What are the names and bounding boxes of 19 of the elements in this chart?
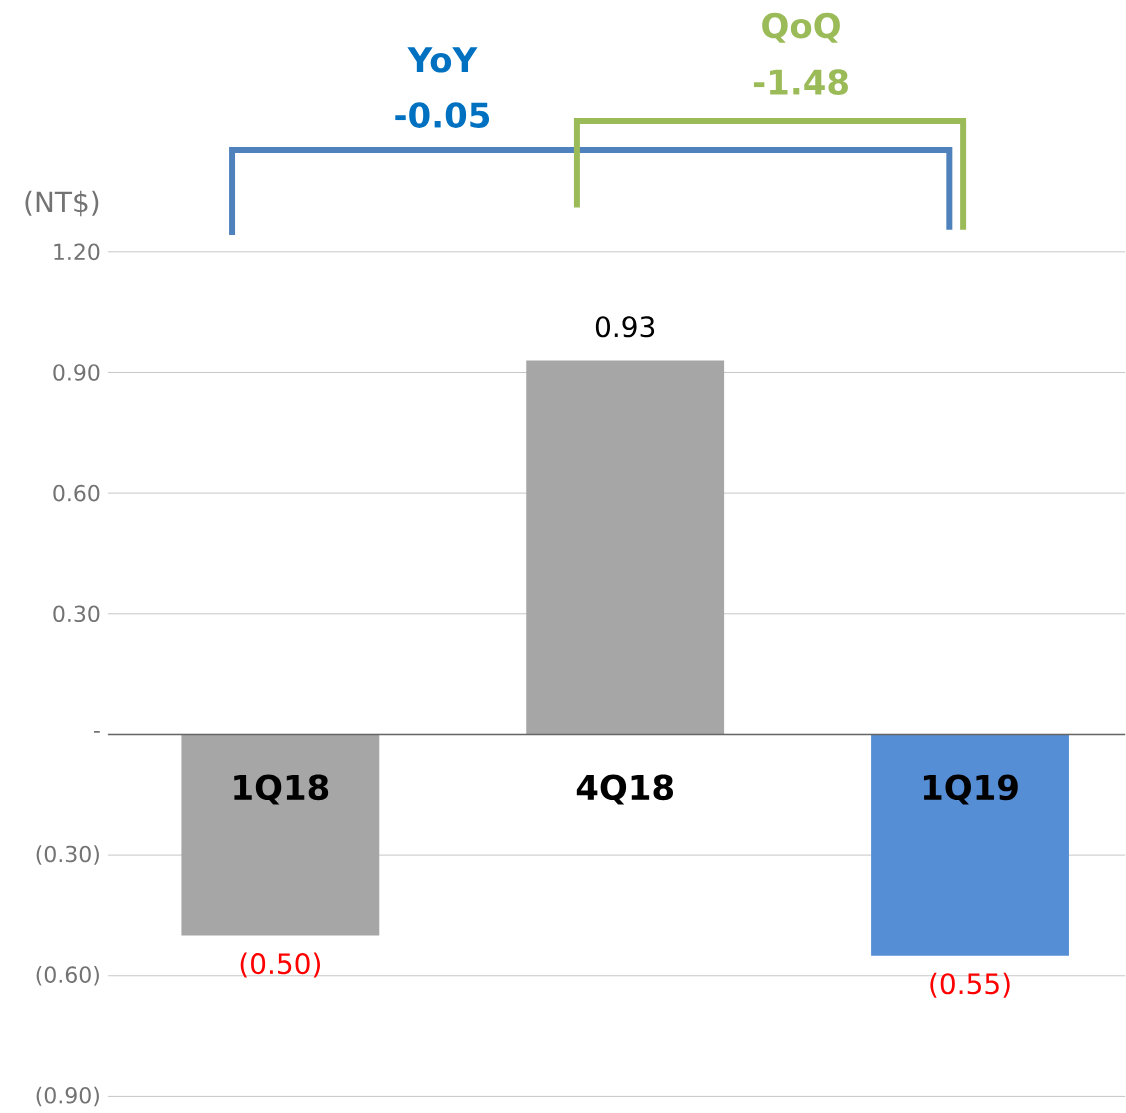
x-tick-label: 4Q18 — [576, 774, 673, 805]
data-label: (0.50) — [240, 952, 320, 978]
text: -1.48 — [753, 69, 848, 95]
y-axis-title: (NT$) — [25, 190, 99, 217]
y-tick-label: (0.60) — [36, 966, 99, 986]
y-tick-label: 0.90 — [53, 364, 100, 381]
text: -0.05 — [395, 102, 490, 128]
y-tick-label: - — [93, 731, 100, 733]
y-tick-label: 0.30 — [53, 605, 100, 623]
x-tick-label: 1Q19 — [923, 774, 1018, 805]
y-tick-label: 1.20 — [54, 243, 100, 261]
y-tick-label: (0.90) — [36, 1086, 99, 1107]
data-label: 0.93 — [595, 316, 655, 338]
y-tick-label: (0.30) — [36, 845, 99, 865]
x-tick-label: 1Q18 — [234, 774, 329, 805]
y-tick-label: 0.60 — [53, 484, 100, 502]
text: QoQ — [762, 12, 840, 43]
text: YoY — [407, 47, 478, 73]
data-label: (0.55) — [930, 972, 1010, 998]
